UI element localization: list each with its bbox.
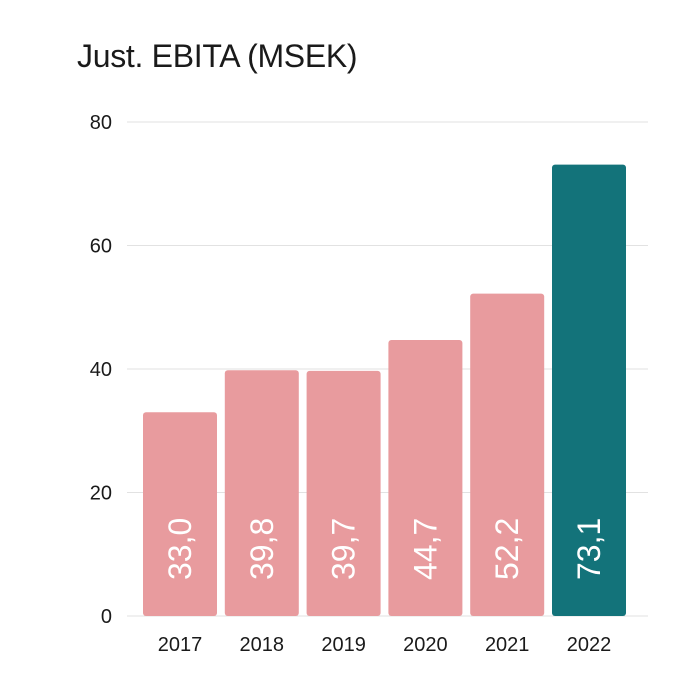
bar-2020	[388, 339, 463, 616]
bar-2019	[306, 370, 381, 616]
x-axis-ticks: 2017 2018 2019 2020 2021 2022	[158, 634, 612, 656]
bar-2017	[143, 412, 217, 616]
value-label: 52,2	[489, 518, 525, 580]
value-label: 39,8	[244, 518, 280, 580]
value-label: 33,0	[162, 518, 198, 580]
bar-2022	[552, 164, 626, 617]
bars	[143, 164, 626, 617]
x-tick-label: 2019	[321, 634, 366, 656]
x-tick-label: 2020	[403, 634, 448, 656]
y-tick-label: 0	[101, 606, 112, 628]
y-tick-label: 60	[90, 236, 112, 258]
x-tick-label: 2017	[158, 634, 203, 656]
y-tick-label: 20	[90, 483, 112, 505]
y-tick-label: 80	[90, 112, 112, 134]
value-labels: 33,0 39,8 39,7 44,7 52,2 73,1	[162, 518, 607, 580]
bar-2021	[470, 293, 545, 616]
value-label: 44,7	[407, 518, 443, 580]
value-label: 39,7	[326, 518, 362, 580]
bar-2018	[224, 370, 299, 616]
y-tick-label: 40	[90, 359, 112, 381]
chart-title: Just. EBITA (MSEK)	[77, 38, 358, 74]
x-tick-label: 2021	[485, 634, 530, 656]
y-axis-ticks: 0 20 40 60 80	[90, 112, 112, 628]
x-tick-label: 2018	[240, 634, 285, 656]
value-label: 73,1	[571, 518, 607, 580]
x-tick-label: 2022	[567, 634, 612, 656]
